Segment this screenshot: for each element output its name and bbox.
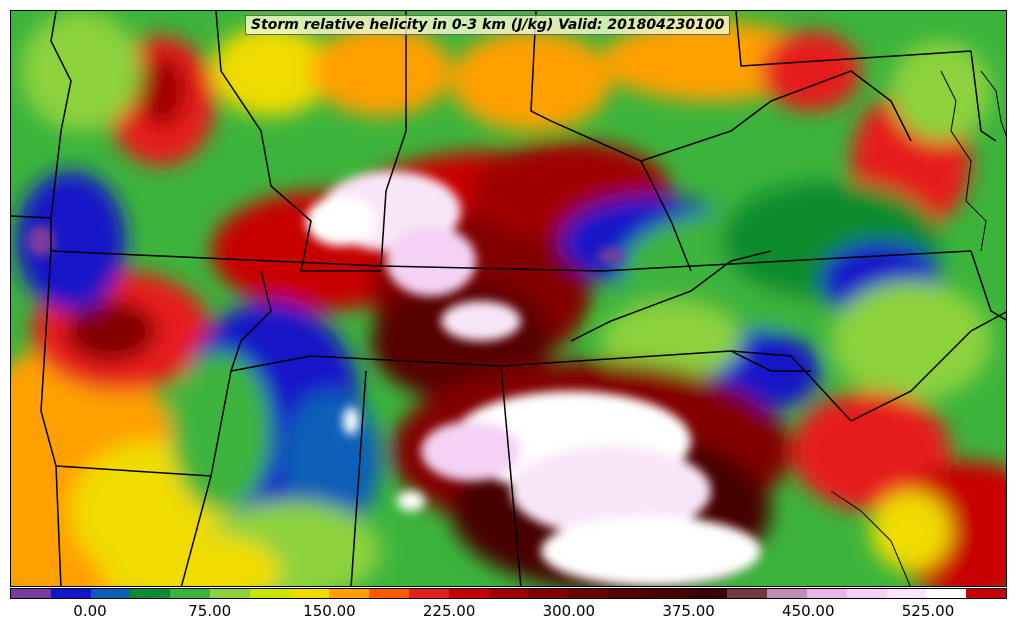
colorbar-segment xyxy=(329,589,370,598)
colorbar-segment xyxy=(408,589,449,598)
map-title: Storm relative helicity in 0-3 km (J/kg)… xyxy=(245,15,731,35)
colorbar-tick-label: 150.00 xyxy=(303,602,356,620)
colorbar-segment xyxy=(209,589,250,598)
map-canvas xyxy=(11,11,1006,586)
colorbar-tick-label: 375.00 xyxy=(662,602,715,620)
colorbar-segment xyxy=(727,589,768,598)
colorbar-segment xyxy=(687,589,728,598)
colorbar-segment xyxy=(528,589,569,598)
colorbar-tick-label: 450.00 xyxy=(782,602,835,620)
colorbar-segment xyxy=(568,589,608,598)
colorbar-segment xyxy=(886,589,927,598)
colorbar-segment xyxy=(846,589,887,598)
colorbar-segment xyxy=(448,589,489,598)
colorbar-tick-label: 300.00 xyxy=(542,602,596,620)
colorbar-tick-label: 0.00 xyxy=(73,602,107,620)
colorbar-tick-label: 75.00 xyxy=(188,602,232,620)
srh-map xyxy=(10,10,1007,587)
colorbar-segment xyxy=(249,589,290,598)
colorbar-segment xyxy=(170,589,210,598)
state-boundaries xyxy=(11,11,1006,586)
colorbar-segment xyxy=(767,589,807,598)
colorbar-segment xyxy=(11,589,51,598)
colorbar xyxy=(10,588,1007,599)
colorbar-segment xyxy=(926,589,967,598)
colorbar-segment xyxy=(289,589,330,598)
helicity-field-peaks xyxy=(27,171,761,586)
colorbar-segment xyxy=(90,589,131,598)
colorbar-segment xyxy=(966,589,1006,598)
colorbar-segment xyxy=(50,589,91,598)
colorbar-tick-label: 225.00 xyxy=(422,602,476,620)
coastline xyxy=(830,70,1006,586)
colorbar-tick-labels: 0.00 75.00 150.00 225.00 300.00 375.00 450.00 5… xyxy=(0,602,1018,624)
colorbar-tick-label: 525.00 xyxy=(901,602,955,620)
colorbar-segment xyxy=(488,589,529,598)
colorbar-segment xyxy=(607,589,648,598)
colorbar-segment xyxy=(369,589,409,598)
colorbar-segment xyxy=(806,589,847,598)
colorbar-segment xyxy=(647,589,688,598)
colorbar-segment xyxy=(130,589,171,598)
